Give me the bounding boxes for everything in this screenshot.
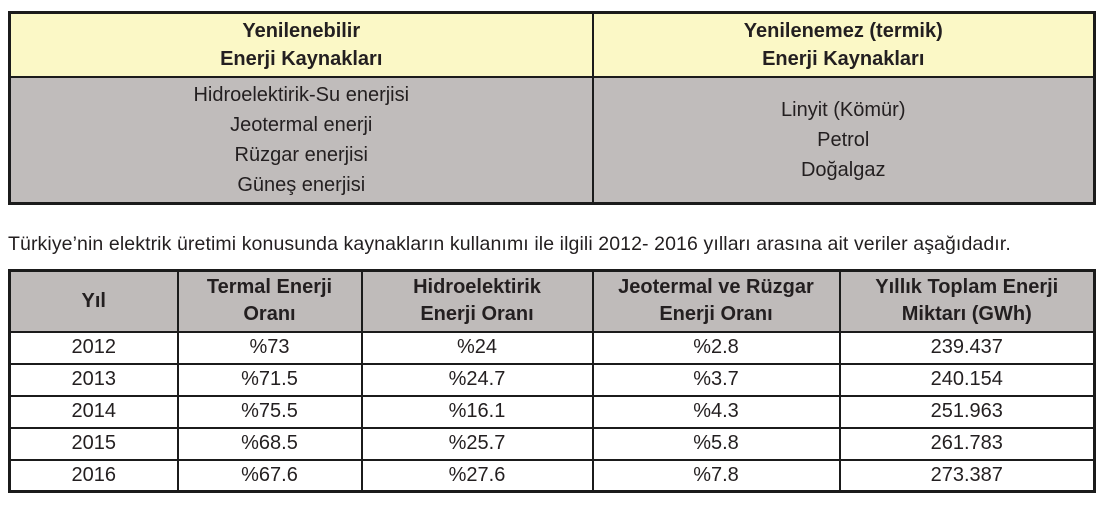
- nonrenewable-source-item: Linyit (Kömür): [781, 98, 906, 121]
- hydro-ratio-cell: %24.7: [360, 362, 594, 397]
- hydro-ratio-cell: %27.6: [360, 458, 594, 493]
- total-energy-cell: 251.963: [838, 394, 1096, 429]
- col-header-thermal-ratio: Termal Enerji Oranı: [176, 269, 363, 333]
- thermal-ratio-cell: %68.5: [176, 426, 363, 461]
- col-header-year: Yıl: [8, 269, 179, 333]
- total-energy-cell: 240.154: [838, 362, 1096, 397]
- hydro-ratio-cell: %24: [360, 330, 594, 365]
- year-cell: 2016: [8, 458, 179, 493]
- total-energy-cell: 273.387: [838, 458, 1096, 493]
- energy-sources-table: Yenilenebilir Enerji Kaynakları Yenilene…: [8, 11, 1096, 205]
- nonrenewable-source-item: Petrol: [817, 128, 870, 151]
- geo-wind-ratio-cell: %7.8: [591, 458, 841, 493]
- table-row-2015: 2015 %68.5 %25.7 %5.8 261.783: [8, 426, 1096, 461]
- thermal-ratio-cell: %67.6: [176, 458, 363, 493]
- year-cell: 2014: [8, 394, 179, 429]
- energy-sources-body-row: Hidroelektirik-Su enerjisi Jeotermal ene…: [8, 75, 1096, 205]
- data-table-header-row: Yıl Termal Enerji Oranı Hidroelektirik E…: [8, 269, 1096, 333]
- geo-wind-ratio-cell: %5.8: [591, 426, 841, 461]
- description-text: Türkiye’nin elektrik üretimi konusunda k…: [8, 233, 1011, 255]
- year-cell: 2015: [8, 426, 179, 461]
- thermal-ratio-cell: %75.5: [176, 394, 363, 429]
- geo-wind-ratio-cell: %4.3: [591, 394, 841, 429]
- table-row-2012: 2012 %73 %24 %2.8 239.437: [8, 330, 1096, 365]
- renewable-source-item: Rüzgar enerjisi: [234, 143, 368, 166]
- geo-wind-ratio-cell: %2.8: [591, 330, 841, 365]
- renewable-sources-list: Hidroelektirik-Su enerjisi Jeotermal ene…: [8, 75, 594, 205]
- col-header-geo-wind-ratio: Jeotermal ve Rüzgar Enerji Oranı: [591, 269, 841, 333]
- table-row-2014: 2014 %75.5 %16.1 %4.3 251.963: [8, 394, 1096, 429]
- thermal-ratio-cell: %73: [176, 330, 363, 365]
- total-energy-cell: 261.783: [838, 426, 1096, 461]
- table-row-2013: 2013 %71.5 %24.7 %3.7 240.154: [8, 362, 1096, 397]
- worksheet-page: Yenilenebilir Enerji Kaynakları Yenilene…: [8, 11, 1096, 493]
- nonrenewable-sources-list: Linyit (Kömür) Petrol Doğalgaz: [591, 75, 1096, 205]
- col-header-total-energy: Yıllık Toplam Enerji Miktarı (GWh): [838, 269, 1096, 333]
- hydro-ratio-cell: %25.7: [360, 426, 594, 461]
- nonrenewable-source-item: Doğalgaz: [800, 158, 886, 181]
- year-cell: 2013: [8, 362, 179, 397]
- col-header-hydro-ratio: Hidroelektirik Enerji Oranı: [360, 269, 594, 333]
- thermal-ratio-cell: %71.5: [176, 362, 363, 397]
- renewable-source-item: Güneş enerjisi: [237, 173, 366, 196]
- geo-wind-ratio-cell: %3.7: [591, 362, 841, 397]
- energy-sources-header-row: Yenilenebilir Enerji Kaynakları Yenilene…: [8, 11, 1096, 78]
- renewable-source-item: Hidroelektirik-Su enerjisi: [193, 83, 410, 106]
- total-energy-cell: 239.437: [838, 330, 1096, 365]
- nonrenewable-sources-header: Yenilenemez (termik) Enerji Kaynakları: [591, 11, 1096, 78]
- yearly-energy-data-table: Yıl Termal Enerji Oranı Hidroelektirik E…: [8, 269, 1096, 493]
- hydro-ratio-cell: %16.1: [360, 394, 594, 429]
- year-cell: 2012: [8, 330, 179, 365]
- renewable-source-item: Jeotermal enerji: [230, 113, 373, 136]
- table-row-2016: 2016 %67.6 %27.6 %7.8 273.387: [8, 458, 1096, 493]
- renewable-sources-header: Yenilenebilir Enerji Kaynakları: [8, 11, 594, 78]
